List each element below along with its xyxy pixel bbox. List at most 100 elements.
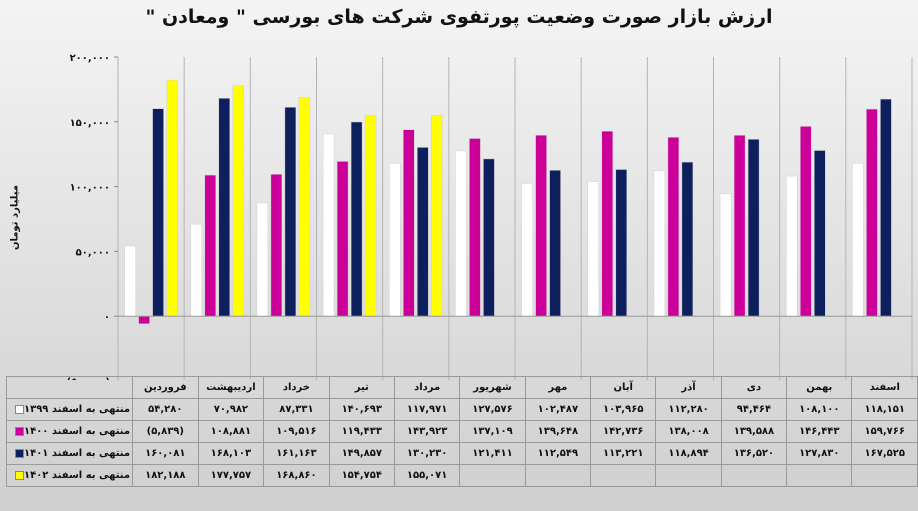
table-header-cell: شهریور	[459, 376, 526, 399]
table-cell: ۱۶۸,۸۶۰	[263, 464, 330, 487]
table-cell	[786, 464, 853, 487]
y-tick-label: ۰	[104, 312, 110, 323]
bar	[601, 130, 614, 317]
legend-entry: منتهی به اسفند ۱۴۰۱	[5, 442, 134, 465]
bar	[535, 134, 547, 317]
table-cell: ۱۴۲,۷۳۶	[590, 420, 657, 443]
bar	[350, 121, 363, 317]
bar	[615, 169, 628, 317]
legend-swatch	[15, 448, 24, 458]
bar	[270, 174, 283, 317]
table-header-cell: فروردین	[132, 376, 199, 399]
legend-swatch	[15, 470, 24, 480]
table-header-cell: خرداد	[263, 376, 330, 399]
table-cell: ۱۶۷,۵۲۵	[851, 442, 918, 465]
table-header-cell: اسفند	[851, 376, 918, 399]
table-cell: ۱۱۸,۱۵۱	[851, 398, 918, 421]
y-tick-label: ۲۰۰,۰۰۰	[70, 53, 110, 64]
table-cell: ۱۲۱,۴۱۱	[459, 442, 526, 465]
table-cell: ۱۶۸,۱۰۳	[197, 442, 265, 465]
table-cell	[720, 464, 788, 487]
table-cell	[655, 464, 722, 487]
table-cell: ۱۵۵,۰۷۱	[393, 464, 461, 487]
legend-swatch	[15, 404, 24, 414]
bar	[455, 150, 467, 317]
bar	[336, 161, 349, 317]
table-cell: ۱۷۷,۷۵۷	[197, 464, 265, 487]
legend-swatch	[15, 426, 24, 436]
table-cell: ۱۱۲,۵۴۹	[524, 442, 592, 465]
table-row: منتهی به اسفند ۱۴۰۱ ۱۶۰,۰۸۱ ۱۶۸,۱۰۳ ۱۶۱,۱۶۳…	[5, 442, 918, 465]
table-cell: ۱۵۹,۷۶۶	[851, 420, 918, 443]
table-header-cell: تیر	[328, 376, 395, 399]
table-cell: ۱۱۲,۲۸۰	[655, 398, 722, 421]
bar	[852, 162, 864, 317]
bar	[190, 223, 203, 317]
bar	[866, 108, 878, 317]
table-header-cell: آذر	[655, 376, 722, 399]
bar	[719, 193, 732, 317]
table-cell: ۱۲۷,۸۳۰	[786, 442, 853, 465]
table-cell: ۱۶۱,۱۶۳	[263, 442, 330, 465]
legend-label: منتهی به اسفند ۱۴۰۱	[24, 448, 131, 459]
y-tick-label: ۱۰۰,۰۰۰	[70, 183, 110, 194]
table-cell: ۱۶۰,۰۸۱	[132, 442, 199, 465]
table-cell: ۱۰۸,۸۸۱	[197, 420, 265, 443]
table-cell: ۱۳۶,۵۲۰	[720, 442, 788, 465]
bar	[218, 98, 231, 317]
table-cell: ۱۴۹,۸۵۷	[328, 442, 395, 465]
table-cell: ۱۰۹,۵۱۶	[263, 420, 330, 443]
bar	[322, 133, 335, 317]
legend-label: منتهی به اسفند ۱۴۰۰	[24, 426, 131, 437]
bar	[204, 174, 217, 317]
bar	[587, 181, 600, 317]
bar	[232, 85, 245, 317]
bar	[681, 161, 694, 317]
y-tick-label: ۱۵۰,۰۰۰	[70, 118, 110, 129]
table-cell: ۹۴,۴۶۴	[720, 398, 788, 421]
table-cell: ۱۱۷,۹۷۱	[393, 398, 461, 421]
table-cell: ۸۷,۳۳۱	[263, 398, 330, 421]
table-header-cell: مهر	[524, 376, 592, 399]
bar	[166, 79, 178, 317]
bar	[549, 170, 561, 317]
bar	[284, 107, 297, 317]
table-cell: ۱۵۴,۷۵۴	[328, 464, 395, 487]
table-cell: ۱۰۳,۹۶۵	[590, 398, 657, 421]
data-table: فروردین اردیبهشت خرداد تیر مرداد شهریور مهر آبا…	[5, 376, 918, 487]
bar	[124, 245, 136, 317]
table-cell	[851, 464, 918, 487]
bar	[521, 183, 533, 317]
legend-entry: منتهی به اسفند ۱۴۰۲	[5, 464, 134, 487]
table-row: منتهی به اسفند ۱۳۹۹ ۵۴,۲۸۰ ۷۰,۹۸۲ ۸۷,۳۳۱ ۱۴۰…	[5, 398, 918, 421]
legend-label: منتهی به اسفند ۱۴۰۲	[24, 470, 131, 481]
table-row: منتهی به اسفند ۱۴۰۰ (۵,۸۳۹) ۱۰۸,۸۸۱ ۱۰۹,۵۱۶…	[5, 420, 918, 443]
bar	[667, 137, 680, 317]
table-cell: ۱۰۲,۴۸۷	[524, 398, 592, 421]
table-cell: ۱۴۳,۹۲۳	[393, 420, 461, 443]
table-cell: ۱۳۰,۲۳۰	[393, 442, 461, 465]
bar	[431, 114, 443, 317]
table-cell: ۱۱۹,۴۳۳	[328, 420, 395, 443]
bar	[152, 108, 164, 317]
table-cell: ۱۳۸,۰۰۸	[655, 420, 722, 443]
bar	[138, 315, 150, 325]
table-cell: ۱۱۸,۸۹۴	[655, 442, 722, 465]
bar	[403, 129, 415, 317]
table-header-cell: آبان	[590, 376, 657, 399]
bar	[880, 98, 892, 317]
table-cell: ۷۰,۹۸۲	[197, 398, 265, 421]
table-cell: ۱۳۷,۱۰۹	[459, 420, 526, 443]
table-header-cell: دی	[720, 376, 788, 399]
bar	[653, 170, 666, 317]
table-cell: ۱۱۳,۲۲۱	[590, 442, 657, 465]
bar	[747, 139, 760, 317]
table-cell: ۱۲۷,۵۷۶	[459, 398, 526, 421]
bar	[800, 126, 812, 317]
bar	[469, 138, 481, 317]
table-cell: ۱۰۸,۱۰۰	[786, 398, 853, 421]
bar	[814, 150, 826, 317]
table-cell	[459, 464, 526, 487]
bar	[298, 97, 311, 317]
